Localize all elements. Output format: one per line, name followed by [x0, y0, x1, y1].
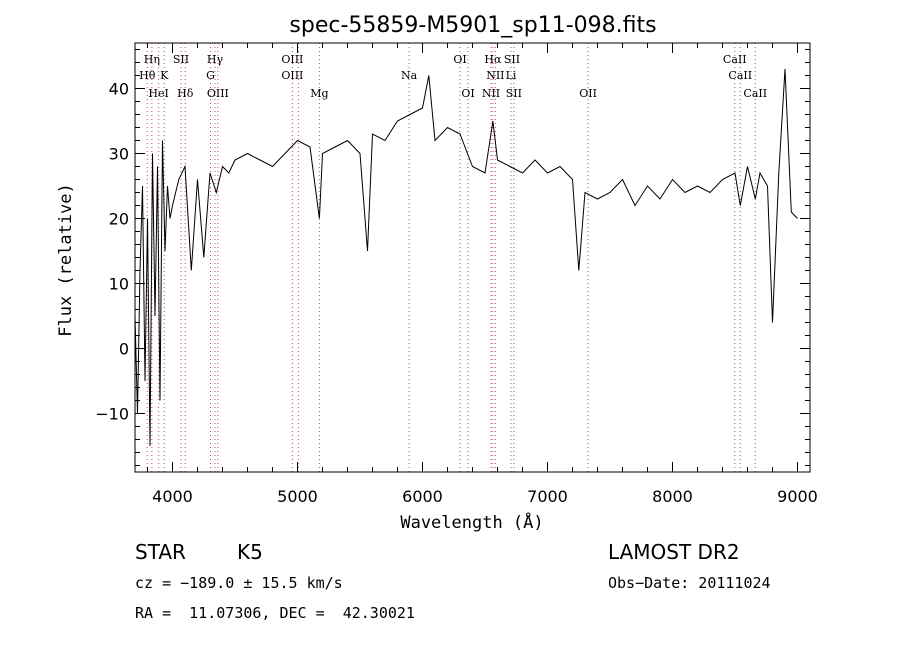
- y-axis-label: Flux (relative): [56, 183, 76, 337]
- x-tick-label: 5000: [277, 487, 318, 506]
- line-marker-label: Hθ: [139, 69, 156, 82]
- spectrum-line: [134, 68, 798, 447]
- x-tick-label: 7000: [527, 487, 568, 506]
- y-tick-label: 40: [109, 80, 129, 99]
- line-marker-label: SII: [173, 53, 189, 66]
- y-tick-label: −10: [95, 405, 129, 424]
- line-marker-label: HeI: [148, 87, 168, 100]
- obs-date: Obs−Date: 20111024: [608, 574, 771, 592]
- line-marker-label: K: [160, 69, 169, 82]
- line-marker-label: Na: [401, 69, 418, 82]
- line-marker-label: CaII: [743, 87, 767, 100]
- y-tick-label: 0: [119, 340, 129, 359]
- x-tick-label: 8000: [652, 487, 693, 506]
- line-marker-label: Mg: [310, 87, 328, 100]
- coordinates: RA = 11.07306, DEC = 42.30021: [135, 604, 415, 622]
- line-marker-label: Hα: [484, 53, 502, 66]
- line-marker-label: G: [206, 69, 215, 82]
- line-marker-label: OI: [453, 53, 466, 66]
- line-marker-label: CaII: [723, 53, 747, 66]
- x-axis-label: Wavelength (Å): [400, 511, 543, 533]
- y-tick-label: 20: [109, 210, 129, 229]
- line-marker-label: SII: [506, 87, 522, 100]
- line-marker-label: OIII: [281, 53, 303, 66]
- line-marker-label: OIII: [207, 87, 229, 100]
- object-class: STAR: [135, 540, 186, 564]
- line-marker-label: OIII: [281, 69, 303, 82]
- plot-frame: [134, 42, 811, 473]
- y-tick-label: 10: [109, 275, 129, 294]
- x-tick-label: 9000: [777, 487, 818, 506]
- line-marker-label: Li: [506, 69, 517, 82]
- axis-ticks: 4000 5000 6000 7000 8000 9000 −10 0 10 20 30 40: [95, 43, 818, 506]
- y-tick-label: 30: [109, 145, 129, 164]
- x-tick-label: 6000: [402, 487, 443, 506]
- x-tick-label: 4000: [152, 487, 193, 506]
- line-marker-label: OII: [579, 87, 597, 100]
- line-marker-label: Hη: [144, 53, 160, 66]
- line-marker-label: NII: [482, 87, 500, 100]
- line-marker-label: CaII: [728, 69, 752, 82]
- line-marker-label: Hδ: [177, 87, 194, 100]
- line-marker-label: NII: [486, 69, 504, 82]
- line-marker-label: SII: [504, 53, 520, 66]
- survey-name: LAMOST DR2: [608, 540, 740, 564]
- redshift-value: cz = −189.0 ± 15.5 km/s: [135, 574, 343, 592]
- chart-title: spec-55859-M5901_sp11-098.fits: [289, 13, 656, 38]
- line-marker-label: OI: [461, 87, 474, 100]
- object-subclass: K5: [237, 540, 263, 564]
- line-marker-label: Hγ: [207, 53, 224, 66]
